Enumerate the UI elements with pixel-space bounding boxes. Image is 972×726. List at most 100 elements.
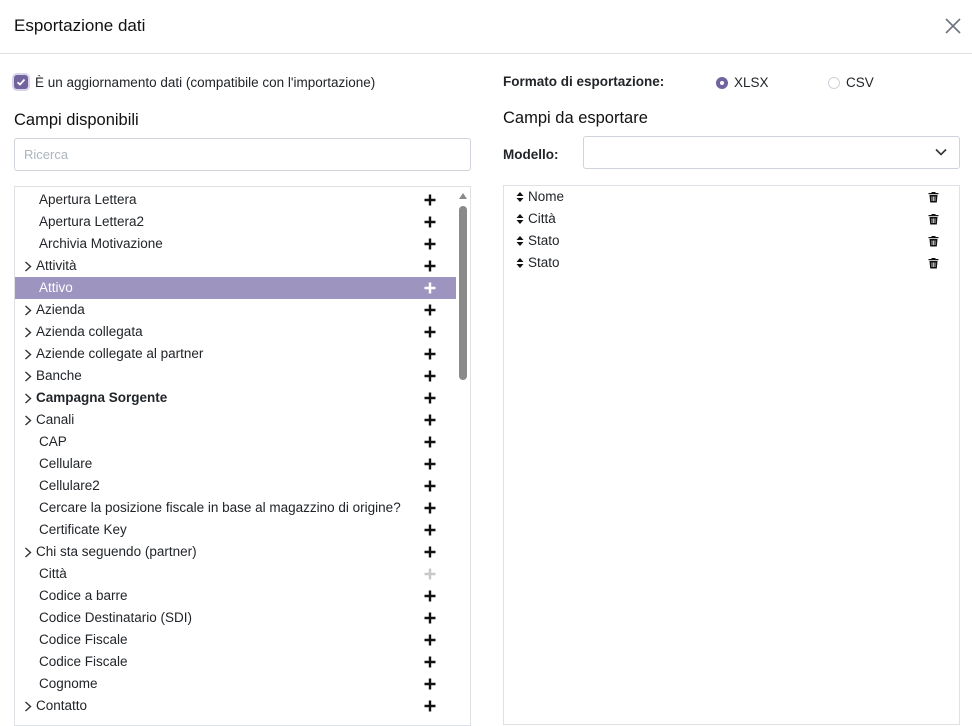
chevron-right-icon[interactable] [24,327,32,338]
field-row[interactable]: Contatto [15,695,456,717]
scroll-up-arrow[interactable] [459,193,467,199]
chevron-right-icon[interactable] [24,393,32,404]
plus-icon[interactable] [424,524,436,536]
sort-handle-icon[interactable] [516,235,524,247]
plus-icon[interactable] [424,238,436,250]
field-row[interactable]: Certificate Key [15,519,456,541]
field-label: Chi sta seguendo (partner) [36,544,197,559]
chevron-right-icon[interactable] [24,701,32,712]
field-row[interactable]: Codice Fiscale [15,629,456,651]
update-checkbox-label: È un aggiornamento dati (compatibile con… [35,74,376,90]
template-label: Modello: [503,147,559,162]
field-row[interactable]: Codice Destinatario (SDI) [15,607,456,629]
plus-icon[interactable] [424,392,436,404]
export-fields-list: Nome Città Stato Stato [503,185,960,725]
plus-icon[interactable] [424,304,436,316]
plus-icon[interactable] [424,216,436,228]
field-label: Apertura Lettera2 [39,214,145,229]
chevron-right-icon[interactable] [24,349,32,360]
plus-icon[interactable] [424,612,436,624]
plus-icon[interactable] [424,282,436,294]
chevron-right-icon[interactable] [24,371,32,382]
sort-handle-icon[interactable] [516,191,524,203]
field-row[interactable]: Banche [15,365,456,387]
field-label: Apertura Lettera [39,192,137,207]
update-checkbox[interactable] [14,75,28,89]
sort-handle-icon[interactable] [516,213,524,225]
plus-icon[interactable] [424,348,436,360]
field-label: Certificate Key [39,522,127,537]
field-row[interactable]: Archivia Motivazione [15,233,456,255]
trash-icon[interactable] [928,213,939,225]
export-field-row[interactable]: Stato [504,230,959,252]
field-label: Attività [36,258,77,273]
format-radio-xlsx[interactable]: XLSX [716,75,769,90]
chevron-right-icon[interactable] [24,415,32,426]
dialog-header: Esportazione dati [0,0,972,54]
plus-icon[interactable] [424,678,436,690]
close-icon[interactable] [942,15,964,37]
chevron-right-icon[interactable] [24,547,32,558]
plus-icon[interactable] [424,546,436,558]
plus-icon[interactable] [424,194,436,206]
field-label: Città [39,566,67,581]
search-input[interactable] [14,138,471,171]
field-label: Campagna Sorgente [36,390,168,405]
plus-icon[interactable] [424,502,436,514]
field-row[interactable]: Codice a barre [15,585,456,607]
update-checkbox-row[interactable]: È un aggiornamento dati (compatibile con… [14,73,375,91]
field-row[interactable]: Campagna Sorgente [15,387,456,409]
field-label: Codice Fiscale [39,654,128,669]
format-radio-csv[interactable]: CSV [828,75,874,90]
field-row[interactable]: Apertura Lettera [15,189,456,211]
field-row[interactable]: Azienda collegata [15,321,456,343]
field-label: Canali [36,412,75,427]
trash-icon[interactable] [928,235,939,247]
field-row[interactable]: Attivo [15,277,456,299]
plus-icon[interactable] [424,656,436,668]
chevron-down-icon [935,148,947,156]
field-row[interactable]: Azienda [15,299,456,321]
sort-handle-icon[interactable] [516,257,524,269]
field-row[interactable]: Cognome [15,673,456,695]
field-row[interactable]: Codice Fiscale [15,651,456,673]
plus-icon[interactable] [424,568,436,580]
plus-icon[interactable] [424,414,436,426]
plus-icon[interactable] [424,480,436,492]
scrollbar[interactable] [456,187,470,725]
plus-icon[interactable] [424,590,436,602]
export-field-label: Stato [528,233,560,248]
chevron-right-icon[interactable] [24,261,32,272]
plus-icon[interactable] [424,458,436,470]
export-fields-heading: Campi da esportare [503,109,648,127]
field-row[interactable]: Cercare la posizione fiscale in base al … [15,497,456,519]
field-label: Cellulare [39,456,93,471]
plus-icon[interactable] [424,260,436,272]
field-row[interactable]: CAP [15,431,456,453]
template-select[interactable] [583,136,960,169]
radio-xlsx-indicator[interactable] [716,76,728,89]
radio-csv-indicator[interactable] [828,76,840,89]
field-row[interactable]: Città [15,563,456,585]
plus-icon[interactable] [424,436,436,448]
plus-icon[interactable] [424,700,436,712]
plus-icon[interactable] [424,326,436,338]
field-row[interactable]: Attività [15,255,456,277]
scrollbar-thumb[interactable] [459,206,467,380]
field-row[interactable]: Chi sta seguendo (partner) [15,541,456,563]
plus-icon[interactable] [424,634,436,646]
export-field-label: Stato [528,255,560,270]
field-row[interactable]: Cellulare2 [15,475,456,497]
field-row[interactable]: Canali [15,409,456,431]
plus-icon[interactable] [424,370,436,382]
export-field-row[interactable]: Nome [504,186,959,208]
trash-icon[interactable] [928,257,939,269]
trash-icon[interactable] [928,191,939,203]
field-row[interactable]: Aziende collegate al partner [15,343,456,365]
export-field-row[interactable]: Stato [504,252,959,274]
field-label: Codice Fiscale [39,632,128,647]
chevron-right-icon[interactable] [24,305,32,316]
export-field-row[interactable]: Città [504,208,959,230]
field-row[interactable]: Cellulare [15,453,456,475]
field-row[interactable]: Apertura Lettera2 [15,211,456,233]
